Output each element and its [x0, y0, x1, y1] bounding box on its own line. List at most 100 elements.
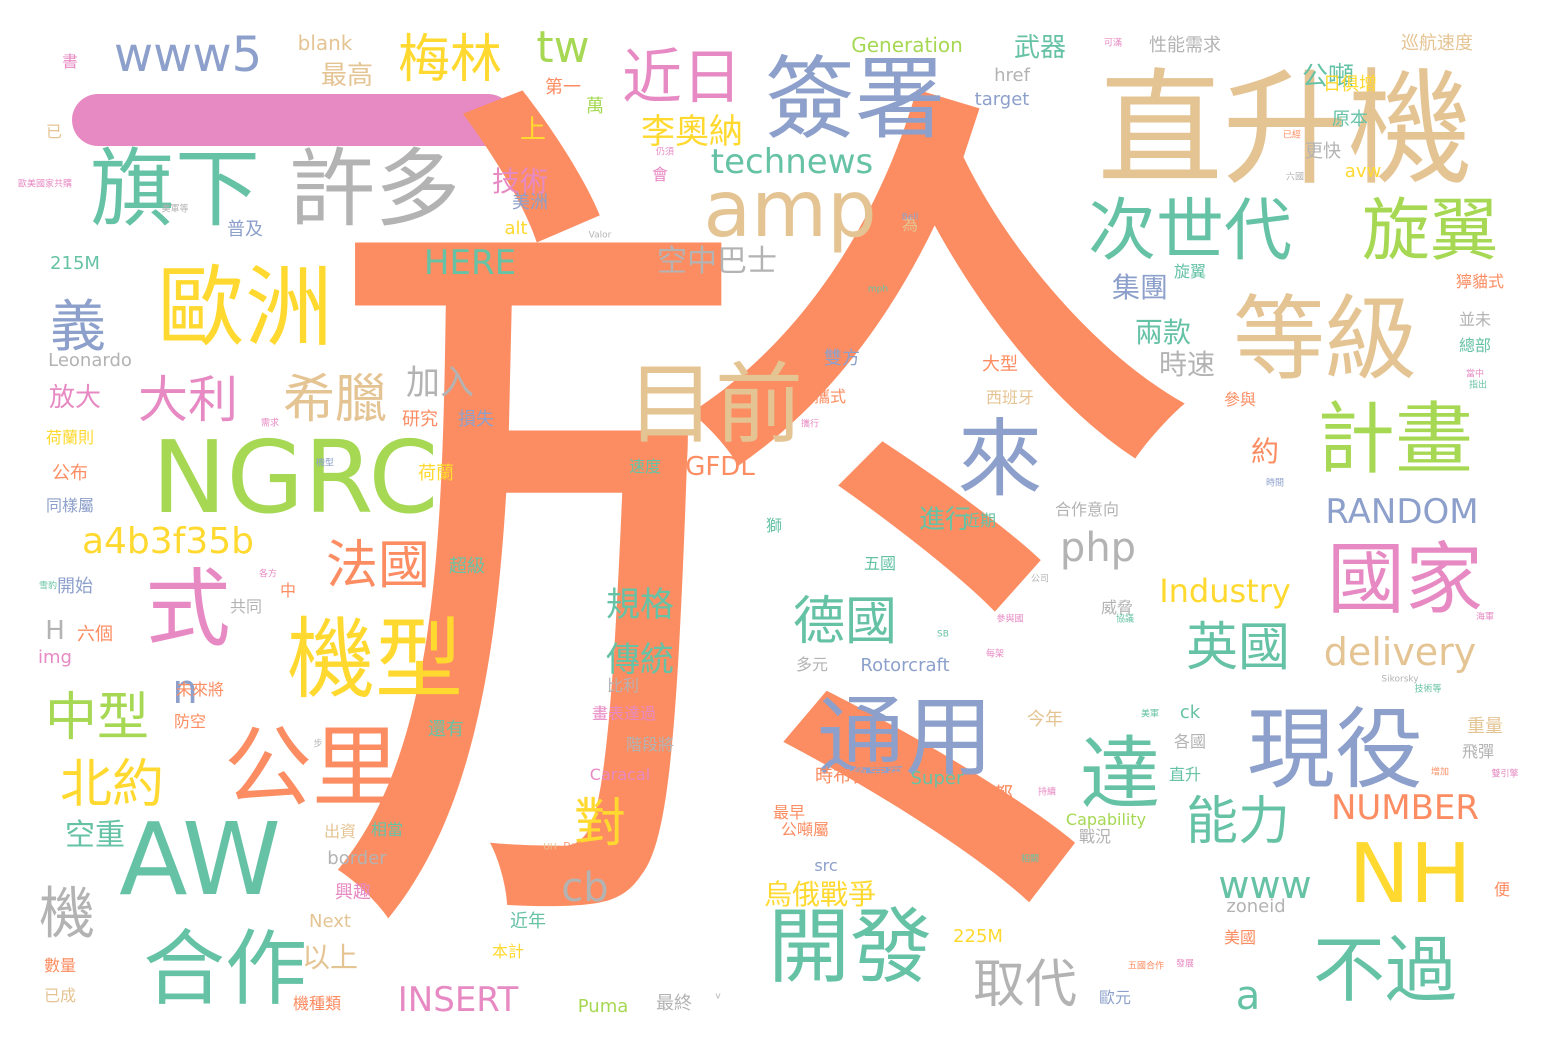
- cloud-word: amp: [703, 165, 877, 255]
- cloud-word: 北約: [59, 755, 165, 815]
- cloud-word: 歐洲: [156, 256, 334, 359]
- cloud-word: 放大: [48, 383, 102, 413]
- cloud-word: 多元: [795, 655, 829, 674]
- cloud-word: 雙引擎: [1491, 769, 1519, 780]
- cloud-word: Generation: [851, 33, 963, 57]
- cloud-word: 威脅: [1100, 598, 1134, 617]
- cloud-word: 年: [828, 285, 866, 326]
- cloud-word: 機種類: [292, 994, 342, 1013]
- cloud-word: 公噸: [1301, 62, 1355, 92]
- cloud-word: 雪豹: [38, 581, 58, 592]
- cloud-word: 近年: [510, 911, 546, 932]
- cloud-word: 荷蘭則: [45, 428, 95, 447]
- cloud-word: 時速: [1158, 348, 1216, 381]
- cloud-word: technews: [710, 142, 874, 182]
- cloud-word: 損失: [458, 409, 494, 430]
- cloud-word: 更快: [1305, 141, 1341, 162]
- cloud-word: www5: [113, 27, 263, 83]
- cloud-word: Caracal: [589, 765, 651, 784]
- cloud-word: 數量: [43, 956, 77, 975]
- cloud-word: 許多: [289, 140, 461, 240]
- cloud-word: 步: [313, 739, 323, 750]
- cloud-word: 本計: [491, 942, 525, 961]
- cloud-word: 旋翼: [1361, 192, 1499, 271]
- cloud-word: 之外: [365, 269, 385, 280]
- cloud-word: 225M: [953, 926, 1003, 947]
- cloud-word: 還有: [428, 719, 464, 740]
- cloud-word: RANDOM: [1325, 492, 1479, 532]
- cloud-word: NUMBER: [1330, 788, 1480, 828]
- cloud-word: H: [45, 616, 65, 646]
- cloud-word: 攜式: [813, 387, 847, 406]
- cloud-word: 不過: [1312, 928, 1458, 1012]
- cloud-word: 國家: [1326, 535, 1484, 625]
- cloud-word: 直升: [1168, 765, 1202, 784]
- cloud-word: 畫表達過: [591, 704, 657, 723]
- cloud-word: 大型: [982, 354, 1018, 375]
- cloud-word: 最終: [656, 993, 692, 1014]
- cloud-word: border: [327, 848, 387, 869]
- cloud-word: 直升機: [1097, 57, 1473, 203]
- cloud-word: avw: [1344, 161, 1382, 182]
- cloud-word: 重量: [1467, 716, 1503, 737]
- cloud-word: 持續: [1037, 787, 1057, 798]
- cloud-word: 仍須: [655, 147, 675, 158]
- cloud-word: 目前: [626, 353, 804, 456]
- cloud-word: 合作意向: [1054, 500, 1120, 519]
- cloud-word: 來: [957, 410, 1043, 510]
- cloud-word: 五國合作: [1127, 961, 1165, 972]
- cloud-word: 以上: [301, 941, 359, 974]
- cloud-word: 能力: [1185, 792, 1291, 852]
- cloud-word: 烏俄戰爭: [763, 878, 877, 911]
- cloud-word: 李奧納: [641, 112, 743, 152]
- cloud-word: 普及: [227, 219, 263, 240]
- cloud-word: 次世代: [1087, 192, 1293, 271]
- cloud-word: 梅林: [397, 30, 503, 90]
- cloud-word: 階段將: [625, 735, 675, 754]
- cloud-word: cb: [561, 865, 609, 911]
- cloud-word: 歐美國家共購: [17, 179, 73, 190]
- cloud-word: 時間: [1265, 478, 1285, 489]
- cloud-word: 各國: [1173, 732, 1207, 751]
- cloud-word: 美軍: [1140, 709, 1160, 720]
- cloud-word: UH: [543, 842, 557, 853]
- cloud-word: 近日: [622, 43, 742, 113]
- cloud-word: 對: [573, 794, 627, 854]
- cloud-word: 指出: [1468, 380, 1488, 391]
- cloud-word: 美國: [1223, 928, 1257, 947]
- cloud-word: 取代: [972, 955, 1078, 1015]
- cloud-word: 215M: [50, 253, 100, 274]
- cloud-word: 歐元: [1098, 988, 1132, 1007]
- cloud-word: zoneid: [1226, 896, 1286, 917]
- cloud-word: 比利: [606, 676, 640, 695]
- cloud-word: 獰貓式: [1455, 272, 1505, 291]
- cloud-word: 已成: [43, 986, 77, 1005]
- cloud-word: img: [38, 647, 72, 668]
- cloud-word: 空中巴士: [657, 244, 777, 279]
- cloud-word: Rotorcraft: [860, 655, 950, 676]
- cloud-word: 計畫: [1316, 395, 1474, 485]
- word-bar-pink: [72, 94, 514, 146]
- cloud-word: 參與: [1223, 390, 1257, 409]
- cloud-word: 進行: [918, 505, 972, 535]
- cloud-word: 性能需求: [1149, 35, 1221, 56]
- cloud-word: 於: [310, 16, 1210, 1052]
- cloud-word: 式: [145, 560, 231, 660]
- cloud-word: 加入: [406, 363, 474, 403]
- cloud-word: 時布魯塞爾: [815, 766, 905, 787]
- cloud-word: 希臘: [282, 370, 388, 430]
- cloud-word: 旋翼: [1173, 262, 1207, 281]
- cloud-word: 西班牙: [985, 388, 1035, 407]
- cloud-word: 會: [651, 165, 669, 184]
- cloud-word: 同樣屬: [45, 496, 95, 515]
- cloud-word: Bell: [901, 212, 919, 223]
- cloud-word: 機型: [315, 458, 335, 469]
- cloud-word: 六個: [77, 624, 113, 645]
- cloud-word: 興趣: [335, 882, 371, 903]
- cloud-word: 已: [45, 122, 63, 141]
- cloud-word: 美軍等: [161, 204, 189, 215]
- cloud-word: 五國: [863, 554, 897, 573]
- cloud-word: 德國: [792, 592, 898, 652]
- cloud-word: 超級: [449, 556, 485, 577]
- cloud-word: mph: [867, 284, 889, 295]
